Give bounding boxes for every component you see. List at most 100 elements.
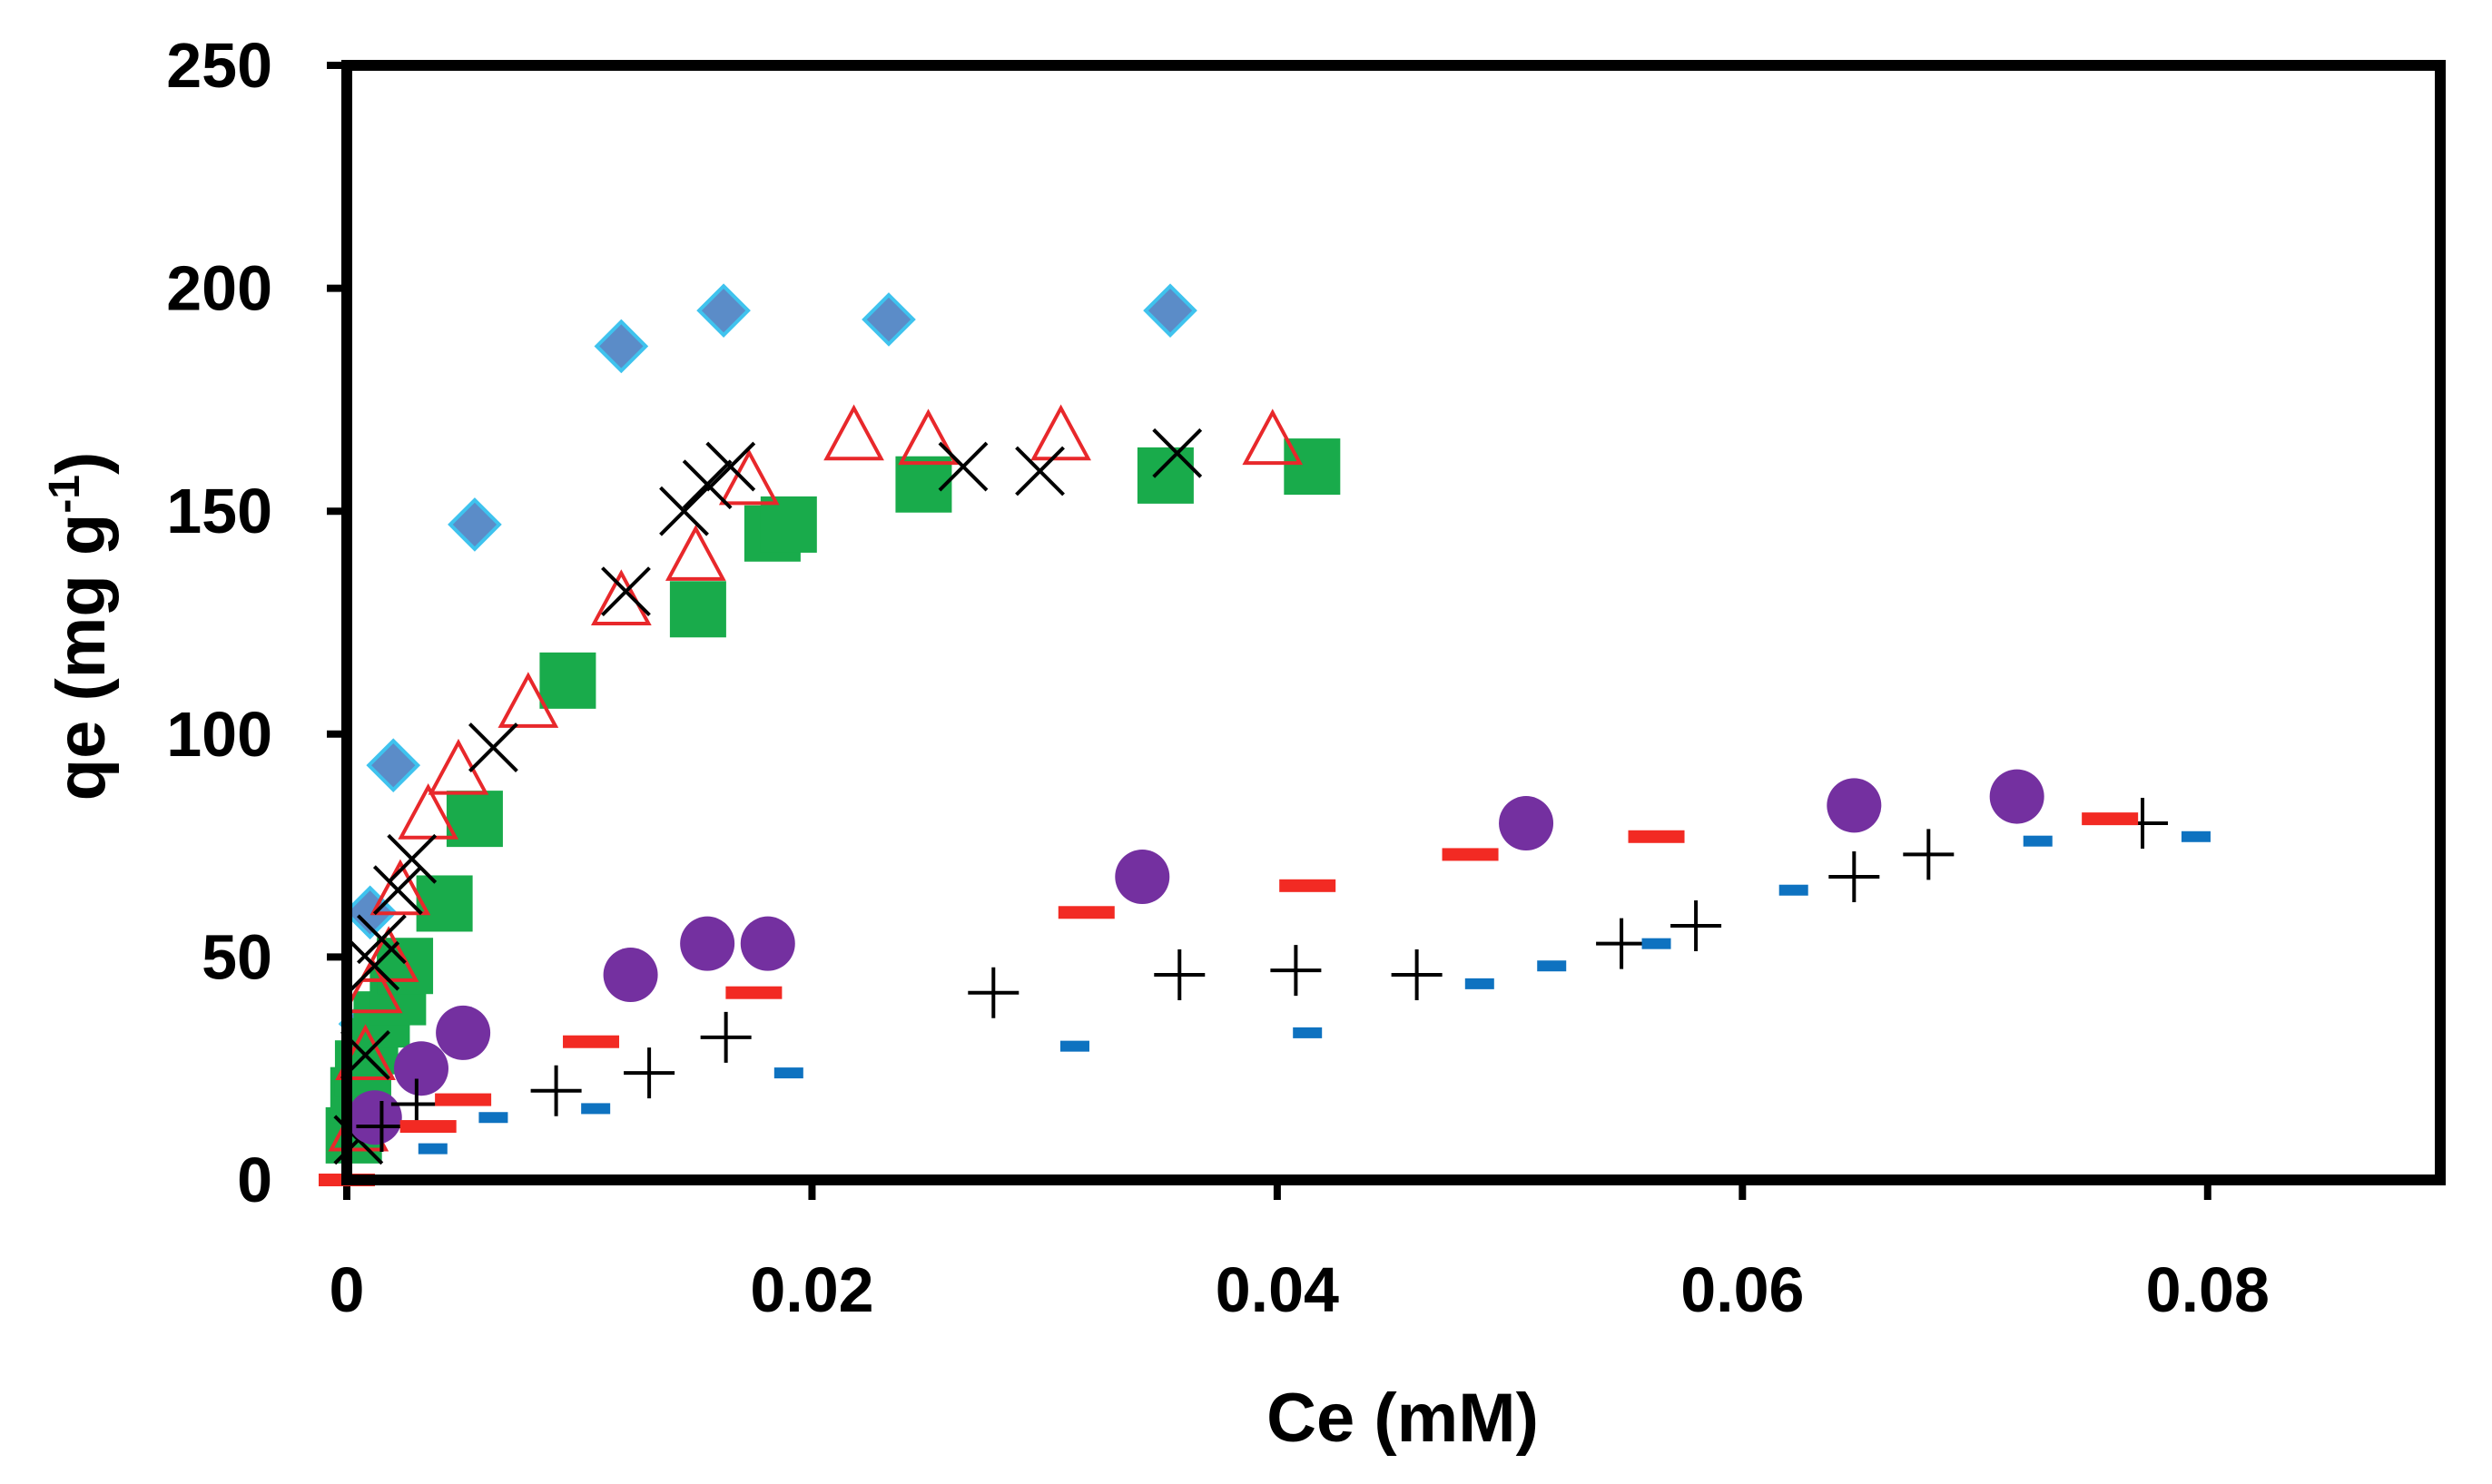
data-point — [372, 865, 423, 916]
y-tick-label: 50 — [202, 921, 272, 992]
data-point — [399, 1120, 457, 1134]
y-tick-label: 0 — [237, 1145, 272, 1215]
data-point — [601, 566, 651, 617]
data-point — [1143, 283, 1197, 338]
data-point — [436, 1005, 491, 1060]
y-tick-label: 150 — [166, 476, 272, 546]
series-red-dashes — [319, 812, 2139, 1186]
data-point — [1152, 428, 1203, 478]
data-points — [319, 283, 2211, 1186]
data-point — [1827, 778, 1882, 833]
x-tick-label: 0.02 — [750, 1254, 873, 1325]
data-point — [1628, 830, 1685, 843]
data-point — [1279, 879, 1336, 892]
data-point — [448, 497, 502, 552]
data-point — [1293, 1027, 1323, 1038]
data-point — [1137, 447, 1194, 504]
data-point — [1154, 949, 1206, 1001]
data-point — [1270, 945, 1322, 997]
data-point — [393, 1041, 448, 1096]
y-tick-label: 250 — [166, 30, 272, 101]
series-cyan-diamonds — [330, 283, 1197, 1109]
y-axis-title: qe (mg g-1) — [41, 452, 120, 801]
series-black-plus — [356, 798, 2169, 1153]
data-point — [1903, 829, 1955, 880]
data-point — [895, 456, 952, 513]
data-point — [1778, 884, 1808, 896]
data-point — [2023, 835, 2053, 847]
data-point — [1391, 949, 1443, 1001]
data-point — [669, 581, 726, 638]
data-point — [862, 292, 916, 347]
data-point — [624, 1047, 675, 1099]
series-purple-circles — [347, 769, 2044, 1145]
data-point — [968, 967, 1019, 1018]
data-point — [773, 1067, 803, 1079]
data-point — [2181, 830, 2211, 842]
data-point — [705, 441, 756, 492]
data-point — [1442, 848, 1499, 861]
data-point — [1115, 849, 1170, 904]
data-point — [594, 319, 649, 374]
data-point — [1015, 446, 1065, 496]
x-tick-label: 0 — [330, 1254, 365, 1325]
data-point — [428, 738, 489, 795]
data-point — [530, 1065, 582, 1116]
data-point — [659, 486, 709, 536]
data-point — [563, 1035, 620, 1048]
data-point — [2082, 812, 2139, 826]
data-point — [1989, 769, 2044, 824]
data-point — [1596, 918, 1648, 969]
data-point — [938, 441, 989, 492]
data-point — [718, 448, 780, 506]
data-point — [347, 1090, 402, 1145]
data-point — [665, 525, 726, 581]
data-point — [603, 948, 658, 1003]
data-point — [468, 722, 518, 772]
data-point — [898, 408, 959, 466]
data-point — [581, 1103, 611, 1115]
data-point — [435, 1093, 492, 1106]
data-point — [1537, 960, 1567, 972]
y-tick-labels: 0 50 100 150 200 250 — [166, 30, 272, 1215]
y-tick-label: 200 — [166, 253, 272, 324]
data-point — [366, 738, 421, 793]
data-point — [682, 459, 733, 510]
axis-ticks — [327, 62, 2211, 1200]
data-point — [1828, 850, 1880, 902]
data-point — [356, 1101, 408, 1153]
x-tick-label: 0.08 — [2146, 1254, 2270, 1325]
data-point — [1670, 900, 1722, 952]
x-tick-labels: 0 0.02 0.04 0.06 0.08 — [330, 1254, 2270, 1325]
data-point — [1464, 978, 1494, 989]
data-point — [357, 914, 407, 965]
data-point — [823, 404, 884, 461]
data-point — [416, 875, 473, 932]
data-point — [369, 859, 431, 916]
data-point — [680, 916, 735, 971]
x-tick-label: 0.06 — [1680, 1254, 1804, 1325]
y-axis-title-main: qe (mg g — [43, 514, 120, 801]
series-blue-dashes — [418, 830, 2211, 1155]
data-point — [418, 1143, 448, 1155]
data-point — [1058, 906, 1115, 919]
data-point — [497, 672, 559, 728]
data-point — [1499, 796, 1554, 851]
x-axis-title: Ce (mM) — [1266, 1380, 1539, 1457]
data-point — [387, 833, 438, 884]
series-red-open-triangles — [328, 404, 1304, 1152]
data-point — [700, 1011, 752, 1063]
data-point — [725, 986, 783, 999]
data-point — [1030, 404, 1091, 461]
data-point — [478, 1112, 508, 1124]
y-axis-title-close: ) — [43, 452, 120, 475]
data-point — [696, 283, 751, 338]
data-point — [1242, 408, 1304, 466]
data-point — [539, 652, 596, 709]
plot-area-frame — [341, 60, 2446, 1185]
data-point — [760, 496, 817, 553]
data-point — [341, 957, 403, 1014]
data-point — [740, 916, 795, 971]
y-tick-label: 100 — [166, 699, 272, 770]
